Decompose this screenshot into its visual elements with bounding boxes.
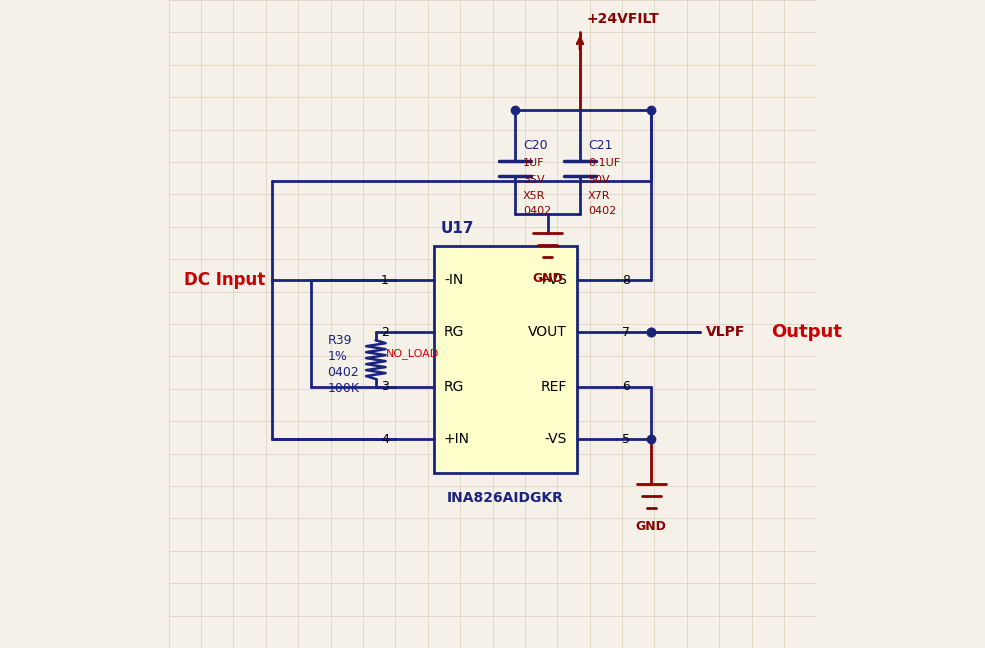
Text: -VS: -VS [545,432,567,446]
Text: 3: 3 [381,380,389,393]
Text: GND: GND [636,520,667,533]
Text: 50V: 50V [588,175,610,185]
Text: VLPF: VLPF [706,325,746,340]
Text: 0402: 0402 [327,366,359,379]
Text: Output: Output [771,323,842,341]
Text: 1%: 1% [327,350,347,363]
Text: -IN: -IN [444,273,463,287]
Text: 1: 1 [381,273,389,287]
Text: C21: C21 [588,139,613,152]
Text: 0402: 0402 [523,205,552,216]
Text: C20: C20 [523,139,548,152]
Text: DC Input: DC Input [184,272,266,289]
Text: 8: 8 [623,273,630,287]
Text: RG: RG [444,380,464,394]
Text: VOUT: VOUT [528,325,567,340]
Text: U17: U17 [440,221,474,237]
Text: 6: 6 [623,380,630,393]
Text: 100K: 100K [327,382,360,395]
Text: +IN: +IN [444,432,470,446]
Text: 1UF: 1UF [523,158,545,168]
Text: 2: 2 [381,326,389,339]
Text: 0402: 0402 [588,205,616,216]
Text: 35V: 35V [523,175,545,185]
Text: R39: R39 [327,334,352,347]
Text: GND: GND [532,272,563,285]
Bar [434,246,577,473]
Text: INA826AIDGKR: INA826AIDGKR [447,491,563,505]
Text: X5R: X5R [523,191,546,201]
Text: X7R: X7R [588,191,611,201]
Text: 7: 7 [623,326,630,339]
Text: +24VFILT: +24VFILT [586,12,659,26]
Text: RG: RG [444,325,464,340]
Text: +VS: +VS [537,273,567,287]
Text: 0.1UF: 0.1UF [588,158,620,168]
Text: REF: REF [541,380,567,394]
Text: NO_LOAD: NO_LOAD [385,348,439,358]
Text: 4: 4 [381,432,389,446]
Text: 5: 5 [623,432,630,446]
